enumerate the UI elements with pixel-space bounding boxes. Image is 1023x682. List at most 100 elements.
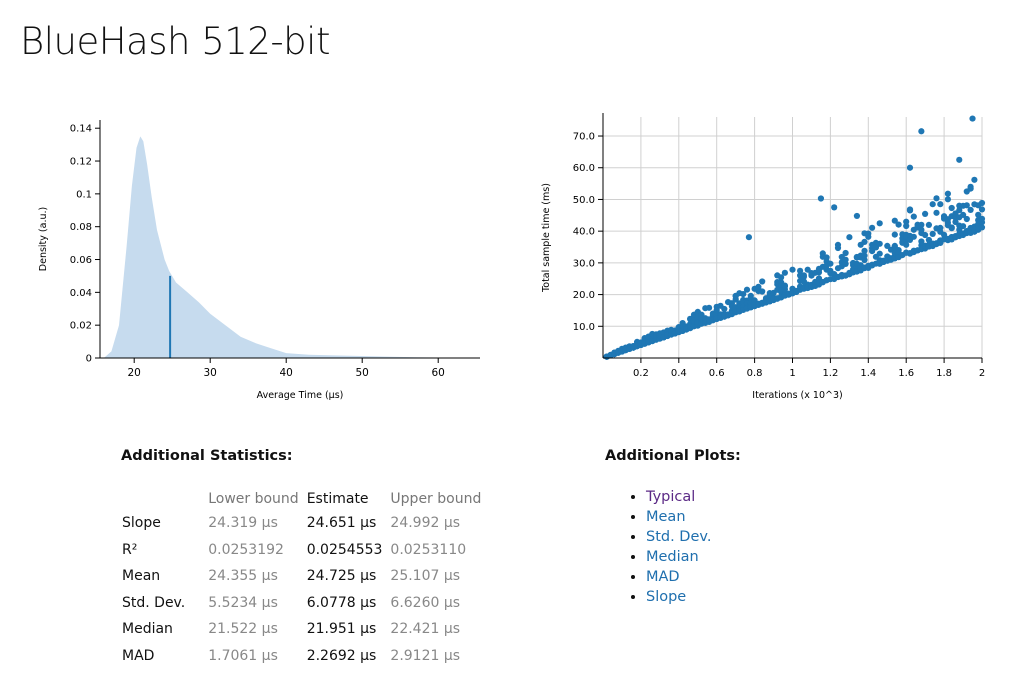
stat-estimate: 21.951 µs	[306, 621, 377, 638]
sample-point	[869, 248, 876, 255]
y-tick-label: 0.06	[70, 255, 92, 266]
plot-link-mad[interactable]: MAD	[646, 569, 680, 585]
sample-point	[876, 250, 883, 257]
sample-point	[891, 242, 898, 249]
stats-row: Median 21.522 µs 21.951 µs 22.421 µs	[119, 616, 486, 643]
stat-upper-bound: 22.421 µs	[390, 621, 461, 638]
stat-upper-bound: 25.107 µs	[390, 568, 461, 585]
sample-point	[944, 196, 951, 203]
sample-point	[853, 212, 861, 220]
sample-point	[910, 213, 917, 220]
sample-point	[884, 242, 891, 249]
stat-estimate: 24.725 µs	[306, 568, 377, 585]
sample-point	[956, 207, 963, 214]
stats-row: Slope 24.319 µs 24.651 µs 24.992 µs	[119, 510, 486, 537]
sample-point	[778, 274, 785, 281]
plot-link-item: Slope	[646, 587, 711, 607]
y-tick-label: 0.04	[70, 288, 92, 299]
stats-header-row: Lower bound Estimate Upper bound	[119, 487, 486, 510]
sample-point	[929, 230, 936, 237]
sample-point	[800, 272, 807, 279]
sample-point	[933, 209, 940, 216]
plot-link-item: Std. Dev.	[646, 527, 711, 547]
sample-point	[975, 211, 982, 218]
x-tick-label: 20	[128, 367, 141, 379]
sample-point	[922, 231, 929, 239]
y-tick-label: 50.0	[573, 195, 595, 206]
additional-statistics-table: Lower bound Estimate Upper bound Slope 24…	[119, 487, 486, 669]
stats-row: Std. Dev. 5.5234 µs 6.0778 µs 6.6260 µs	[119, 590, 486, 617]
sample-point	[963, 215, 970, 223]
sample-point	[925, 221, 932, 228]
stat-estimate: 2.2692 µs	[306, 647, 377, 664]
plot-link-typical[interactable]: Typical	[646, 489, 696, 505]
y-tick-label: 10.0	[573, 322, 595, 333]
stat-estimate: 6.0778 µs	[306, 594, 377, 611]
sample-point	[922, 210, 929, 217]
sample-point	[971, 176, 978, 183]
sample-point	[960, 223, 967, 230]
stats-header-lower-bound: Lower bound	[208, 490, 299, 507]
stat-lower-bound: 24.319 µs	[208, 515, 278, 532]
sample-point	[948, 204, 955, 212]
sample-point	[937, 201, 944, 208]
sample-point	[876, 240, 883, 247]
x-tick-label: 0.6	[709, 368, 725, 379]
sample-point	[918, 221, 925, 228]
sample-point	[978, 199, 986, 207]
y-tick-label: 0.14	[70, 124, 92, 135]
sample-point	[948, 225, 955, 232]
sample-point	[865, 230, 872, 237]
sample-point	[759, 278, 766, 285]
plot-link-std-dev[interactable]: Std. Dev.	[646, 529, 712, 545]
sample-point	[721, 305, 728, 313]
stats-header-upper-bound: Upper bound	[390, 490, 482, 507]
sample-point	[963, 202, 970, 209]
sample-point	[861, 238, 868, 245]
sample-point	[956, 156, 963, 163]
stat-upper-bound: 24.992 µs	[390, 515, 461, 532]
additional-plots-list: Typical Mean Std. Dev. Median MAD Slope	[628, 487, 711, 607]
sample-point	[918, 128, 925, 135]
sample-point	[846, 234, 853, 241]
plot-link-item: Mean	[646, 507, 711, 527]
x-tick-label: 60	[432, 367, 445, 379]
sample-point	[933, 195, 940, 202]
x-tick-label: 1	[789, 368, 795, 379]
sample-point	[903, 218, 910, 225]
y-tick-label: 40.0	[573, 227, 595, 238]
sample-point	[842, 260, 849, 267]
y-tick-label: 0.1	[76, 189, 92, 200]
sample-point	[831, 204, 838, 211]
sample-point	[967, 185, 974, 192]
sample-point	[827, 260, 834, 267]
x-tick-label: 1.8	[936, 368, 952, 379]
stat-lower-bound: 0.0253192	[208, 541, 284, 558]
stat-lower-bound: 24.355 µs	[208, 568, 278, 585]
sample-point	[895, 221, 902, 228]
sample-point	[918, 226, 925, 233]
x-tick-label: 0.4	[671, 368, 687, 379]
sample-point	[797, 267, 804, 274]
plot-link-slope[interactable]: Slope	[646, 589, 687, 605]
sample-point	[969, 115, 976, 122]
plot-link-mean[interactable]: Mean	[646, 509, 686, 525]
stats-row: Mean 24.355 µs 24.725 µs 25.107 µs	[119, 563, 486, 590]
sample-point	[713, 307, 720, 314]
stat-estimate: 24.651 µs	[306, 515, 377, 532]
sample-point	[745, 234, 753, 241]
sample-point	[781, 282, 788, 289]
sample-point	[978, 215, 986, 222]
x-tick-label: 30	[204, 367, 217, 379]
plot-link-item: Typical	[646, 487, 711, 507]
sample-point	[944, 219, 951, 226]
sample-point	[740, 291, 747, 298]
stat-lower-bound: 21.522 µs	[208, 621, 278, 638]
y-tick-label: 20.0	[573, 290, 595, 301]
stat-name: R²	[122, 541, 138, 558]
plot-link-median[interactable]: Median	[646, 549, 699, 565]
x-tick-label: 1.4	[860, 368, 876, 379]
sample-point	[743, 286, 751, 293]
sample-point	[967, 206, 974, 213]
stat-name: Median	[122, 621, 173, 638]
